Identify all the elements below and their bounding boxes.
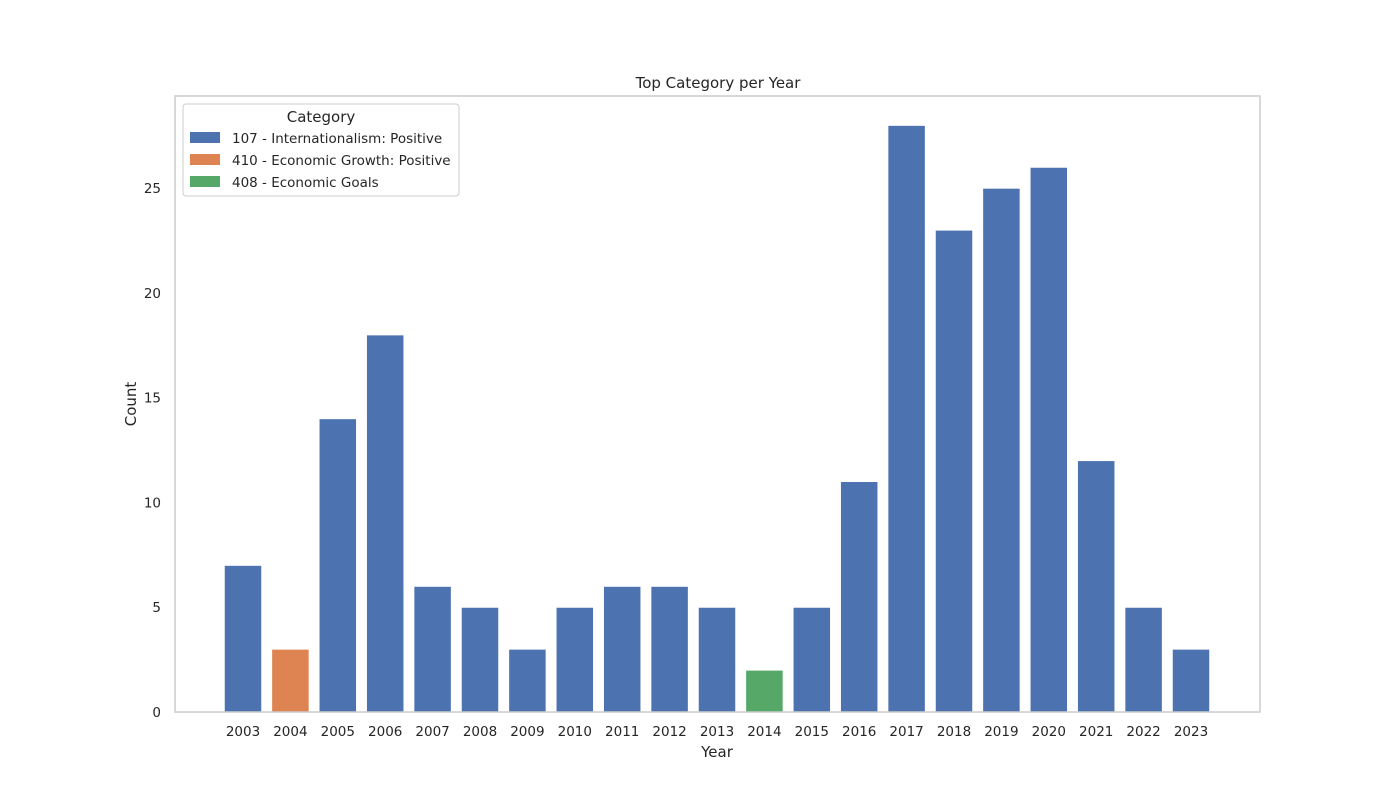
x-tick-label-2005: 2005 <box>321 724 355 740</box>
x-tick-label-2022: 2022 <box>1126 724 1160 740</box>
bar-2018 <box>934 229 974 713</box>
x-tick-label-2019: 2019 <box>984 724 1018 740</box>
bar-2021 <box>1076 460 1116 713</box>
legend-box <box>182 103 460 197</box>
bar-2019 <box>982 187 1021 713</box>
x-tick-label-2010: 2010 <box>558 724 592 740</box>
x-tick-label-2021: 2021 <box>1079 724 1113 740</box>
legend-swatch-economic-growth <box>190 154 220 165</box>
x-tick-label-2015: 2015 <box>795 724 829 740</box>
bar-2020 <box>1029 166 1069 713</box>
chart-title: Top Category per Year <box>635 74 802 92</box>
y-tick-label-20: 20 <box>144 286 161 302</box>
bar-2008 <box>460 606 500 713</box>
bar-2015 <box>792 606 832 713</box>
legend-label-internationalism: 107 - Internationalism: Positive <box>232 131 442 147</box>
legend: Category 107 - Internationalism: Positiv… <box>182 103 460 197</box>
x-tick-label-2018: 2018 <box>937 724 971 740</box>
bar-2010 <box>555 606 595 713</box>
x-tick-label-2012: 2012 <box>652 724 686 740</box>
bar-2016 <box>839 481 879 713</box>
bar-2004 <box>271 648 310 713</box>
bar-2023 <box>1171 648 1211 713</box>
x-tick-label-2014: 2014 <box>747 724 781 740</box>
x-tick-label-2023: 2023 <box>1174 724 1208 740</box>
bar-2007 <box>413 585 452 713</box>
bar-2011 <box>602 585 642 713</box>
y-tick-labels: 0 5 10 15 20 25 <box>144 181 161 721</box>
x-tick-label-2007: 2007 <box>415 724 449 740</box>
legend-swatch-economic-goals <box>190 176 220 187</box>
x-tick-label-2008: 2008 <box>463 724 497 740</box>
x-tick-labels: 2003 2004 2005 2006 2007 2008 2009 2010 2011 2012… <box>226 724 1208 740</box>
bar-2009 <box>508 648 547 713</box>
y-tick-label-0: 0 <box>152 705 161 721</box>
x-tick-label-2006: 2006 <box>368 724 402 740</box>
x-tick-label-2009: 2009 <box>510 724 544 740</box>
y-tick-label-10: 10 <box>144 495 161 511</box>
x-tick-label-2016: 2016 <box>842 724 876 740</box>
y-tick-label-15: 15 <box>144 391 161 407</box>
legend-label-economic-goals: 408 - Economic Goals <box>232 175 379 191</box>
legend-title: Category <box>287 108 356 126</box>
bar-2017 <box>887 124 926 713</box>
x-tick-label-2017: 2017 <box>889 724 923 740</box>
x-tick-label-2020: 2020 <box>1032 724 1066 740</box>
bar-2013 <box>697 606 737 713</box>
bar-2006 <box>365 334 405 713</box>
x-axis-label: Year <box>700 743 734 761</box>
bar-2003 <box>223 564 263 713</box>
bar-2012 <box>650 585 689 713</box>
y-tick-label-5: 5 <box>152 600 161 616</box>
bar-2022 <box>1124 606 1163 713</box>
legend-label-economic-growth: 410 - Economic Growth: Positive <box>232 153 451 169</box>
x-tick-label-2003: 2003 <box>226 724 260 740</box>
plot-frame <box>174 95 1261 713</box>
bar-2014 <box>745 669 784 713</box>
x-tick-label-2004: 2004 <box>273 724 307 740</box>
bar-2005 <box>318 418 358 713</box>
x-tick-label-2011: 2011 <box>605 724 639 740</box>
x-tick-label-2013: 2013 <box>700 724 734 740</box>
bars-group <box>223 124 1211 713</box>
y-axis-label: Count <box>122 382 140 427</box>
y-tick-label-25: 25 <box>144 181 161 197</box>
legend-swatch-internationalism <box>190 132 220 143</box>
